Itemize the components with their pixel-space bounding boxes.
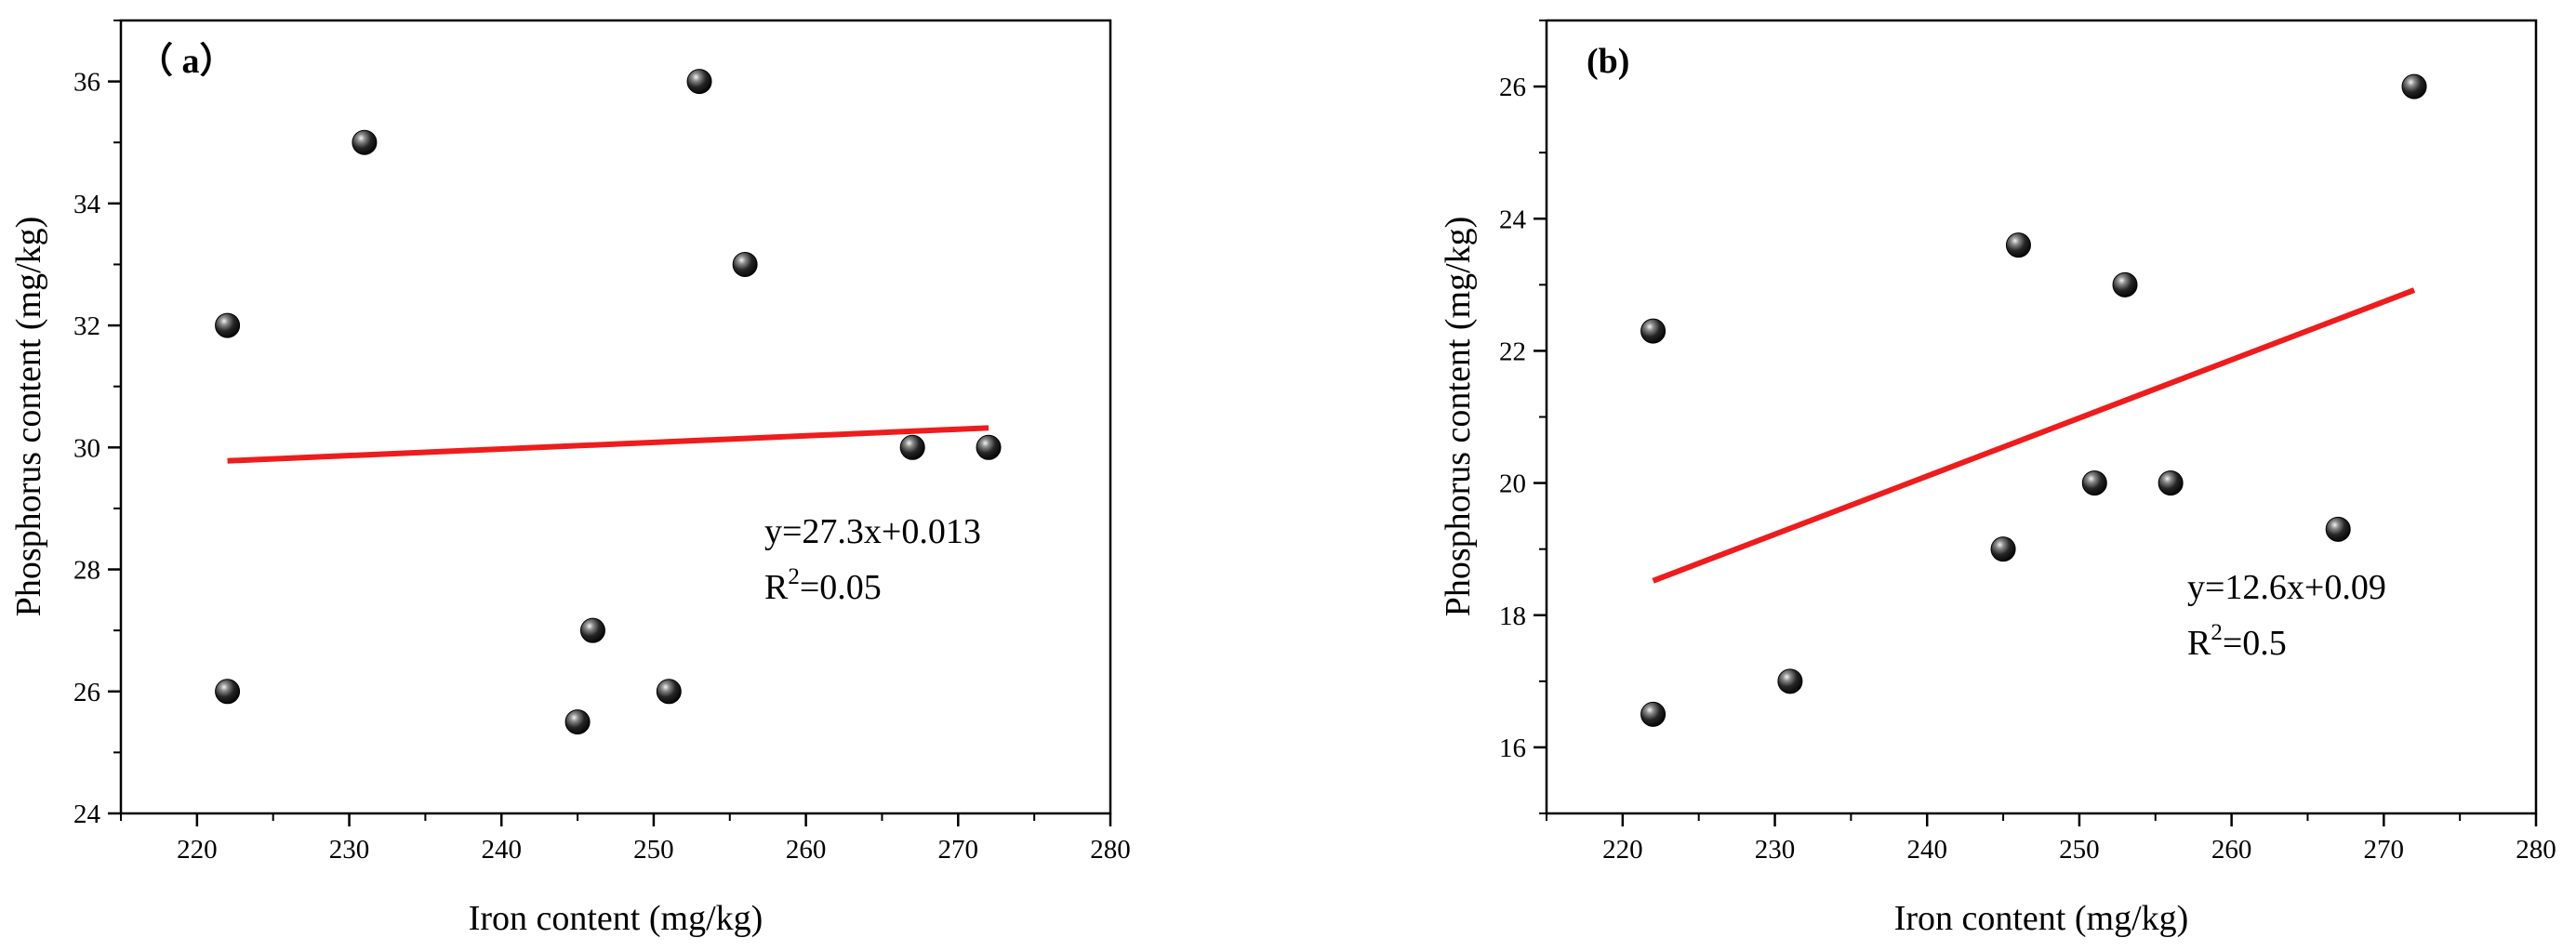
data-point: [1640, 701, 1666, 727]
data-point: [2158, 470, 2184, 496]
panel-a-x-axis-title: Iron content (mg/kg): [469, 899, 764, 938]
data-point: [976, 434, 1002, 460]
y-tick-label: 16: [1499, 733, 1526, 763]
x-tick-label: 230: [1755, 835, 1796, 865]
x-tick-label: 270: [938, 835, 979, 865]
x-tick-label: 250: [2059, 835, 2100, 865]
y-tick-label: 22: [1499, 337, 1526, 366]
x-tick-label: 270: [2364, 835, 2405, 865]
panel-b-points: [1640, 73, 2427, 727]
x-tick-label: 280: [2516, 835, 2556, 865]
panel-a-r2-prefix: R: [764, 568, 789, 607]
data-point: [656, 679, 682, 705]
y-tick-label: 30: [73, 433, 100, 463]
panel-b-x-axis-title: Iron content (mg/kg): [1894, 899, 2189, 938]
panel-a-r2-sup: 2: [788, 564, 800, 589]
panel-b-label: (b): [1587, 42, 1629, 81]
y-tick-label: 32: [73, 311, 100, 341]
x-tick-label: 260: [786, 835, 827, 865]
panel-b-equation: y=12.6x+0.09: [2187, 568, 2386, 607]
panel-a-points: [215, 69, 1002, 735]
panel-a-label: （ a）: [138, 42, 235, 81]
x-tick-label: 230: [329, 835, 370, 865]
panel-a: 220 230 240 250 260 270 280 24 26 28 30 32 34 36 （ a）…: [9, 19, 1131, 938]
panel-b-plot-frame: [1545, 19, 2538, 815]
data-point: [215, 312, 241, 338]
y-tick-label: 36: [73, 68, 100, 98]
panel-b-r2-prefix: R: [2187, 624, 2211, 663]
panel-b-r-squared: R2=0.5: [2187, 620, 2287, 663]
panel-b: 220 230 240 250 260 270 280 16 18 20 22 24 26 (b) y=…: [1439, 19, 2556, 938]
panel-b-tick-labels: 220 230 240 250 260 270 280 16 18 20 22 24 26: [1499, 73, 2556, 865]
y-tick-label: 28: [73, 556, 100, 586]
data-point: [1777, 668, 1803, 694]
panel-b-fit-line: [1652, 287, 2416, 584]
y-tick-label: 24: [1499, 205, 1527, 234]
data-point: [1990, 536, 2016, 562]
y-tick-label: 18: [1499, 601, 1526, 631]
panel-a-r-squared: R2=0.05: [764, 564, 882, 607]
x-tick-label: 260: [2211, 835, 2252, 865]
panel-a-tick-labels: 220 230 240 250 260 270 280 24 26 28 30 32 34 36: [73, 68, 1131, 865]
data-point: [732, 251, 758, 277]
x-tick-label: 280: [1090, 835, 1131, 865]
panel-a-plot-frame: [119, 19, 1112, 815]
y-tick-label: 20: [1499, 469, 1526, 499]
y-tick-label: 26: [1499, 73, 1526, 102]
panel-a-fit-line: [227, 425, 989, 464]
data-point: [579, 617, 605, 643]
data-point: [564, 709, 591, 735]
data-point: [1640, 318, 1666, 344]
panel-a-equation: y=27.3x+0.013: [764, 512, 981, 551]
x-tick-label: 220: [1602, 835, 1643, 865]
panel-b-r2-value: =0.5: [2223, 624, 2287, 663]
y-tick-label: 26: [73, 678, 100, 707]
data-point: [2081, 470, 2107, 496]
x-tick-label: 240: [481, 835, 522, 865]
y-tick-label: 34: [73, 190, 101, 219]
data-point: [352, 129, 378, 155]
data-point: [2005, 232, 2031, 258]
x-tick-label: 250: [633, 835, 674, 865]
data-point: [215, 679, 241, 705]
data-point: [2325, 516, 2351, 542]
panel-a-ticks: [108, 20, 1112, 826]
data-point: [899, 434, 925, 460]
panel-a-y-axis-title: Phosphorus content (mg/kg): [9, 217, 48, 617]
panel-b-r2-sup: 2: [2211, 620, 2223, 645]
x-tick-label: 240: [1906, 835, 1947, 865]
data-point: [2401, 73, 2427, 99]
panel-b-y-axis-title: Phosphorus content (mg/kg): [1439, 217, 1478, 617]
y-tick-label: 24: [73, 799, 101, 829]
panel-a-r2-value: =0.05: [800, 568, 882, 607]
data-point: [686, 69, 712, 95]
x-tick-label: 220: [177, 835, 218, 865]
panel-b-ticks: [1534, 20, 2538, 826]
data-point: [2112, 271, 2138, 297]
